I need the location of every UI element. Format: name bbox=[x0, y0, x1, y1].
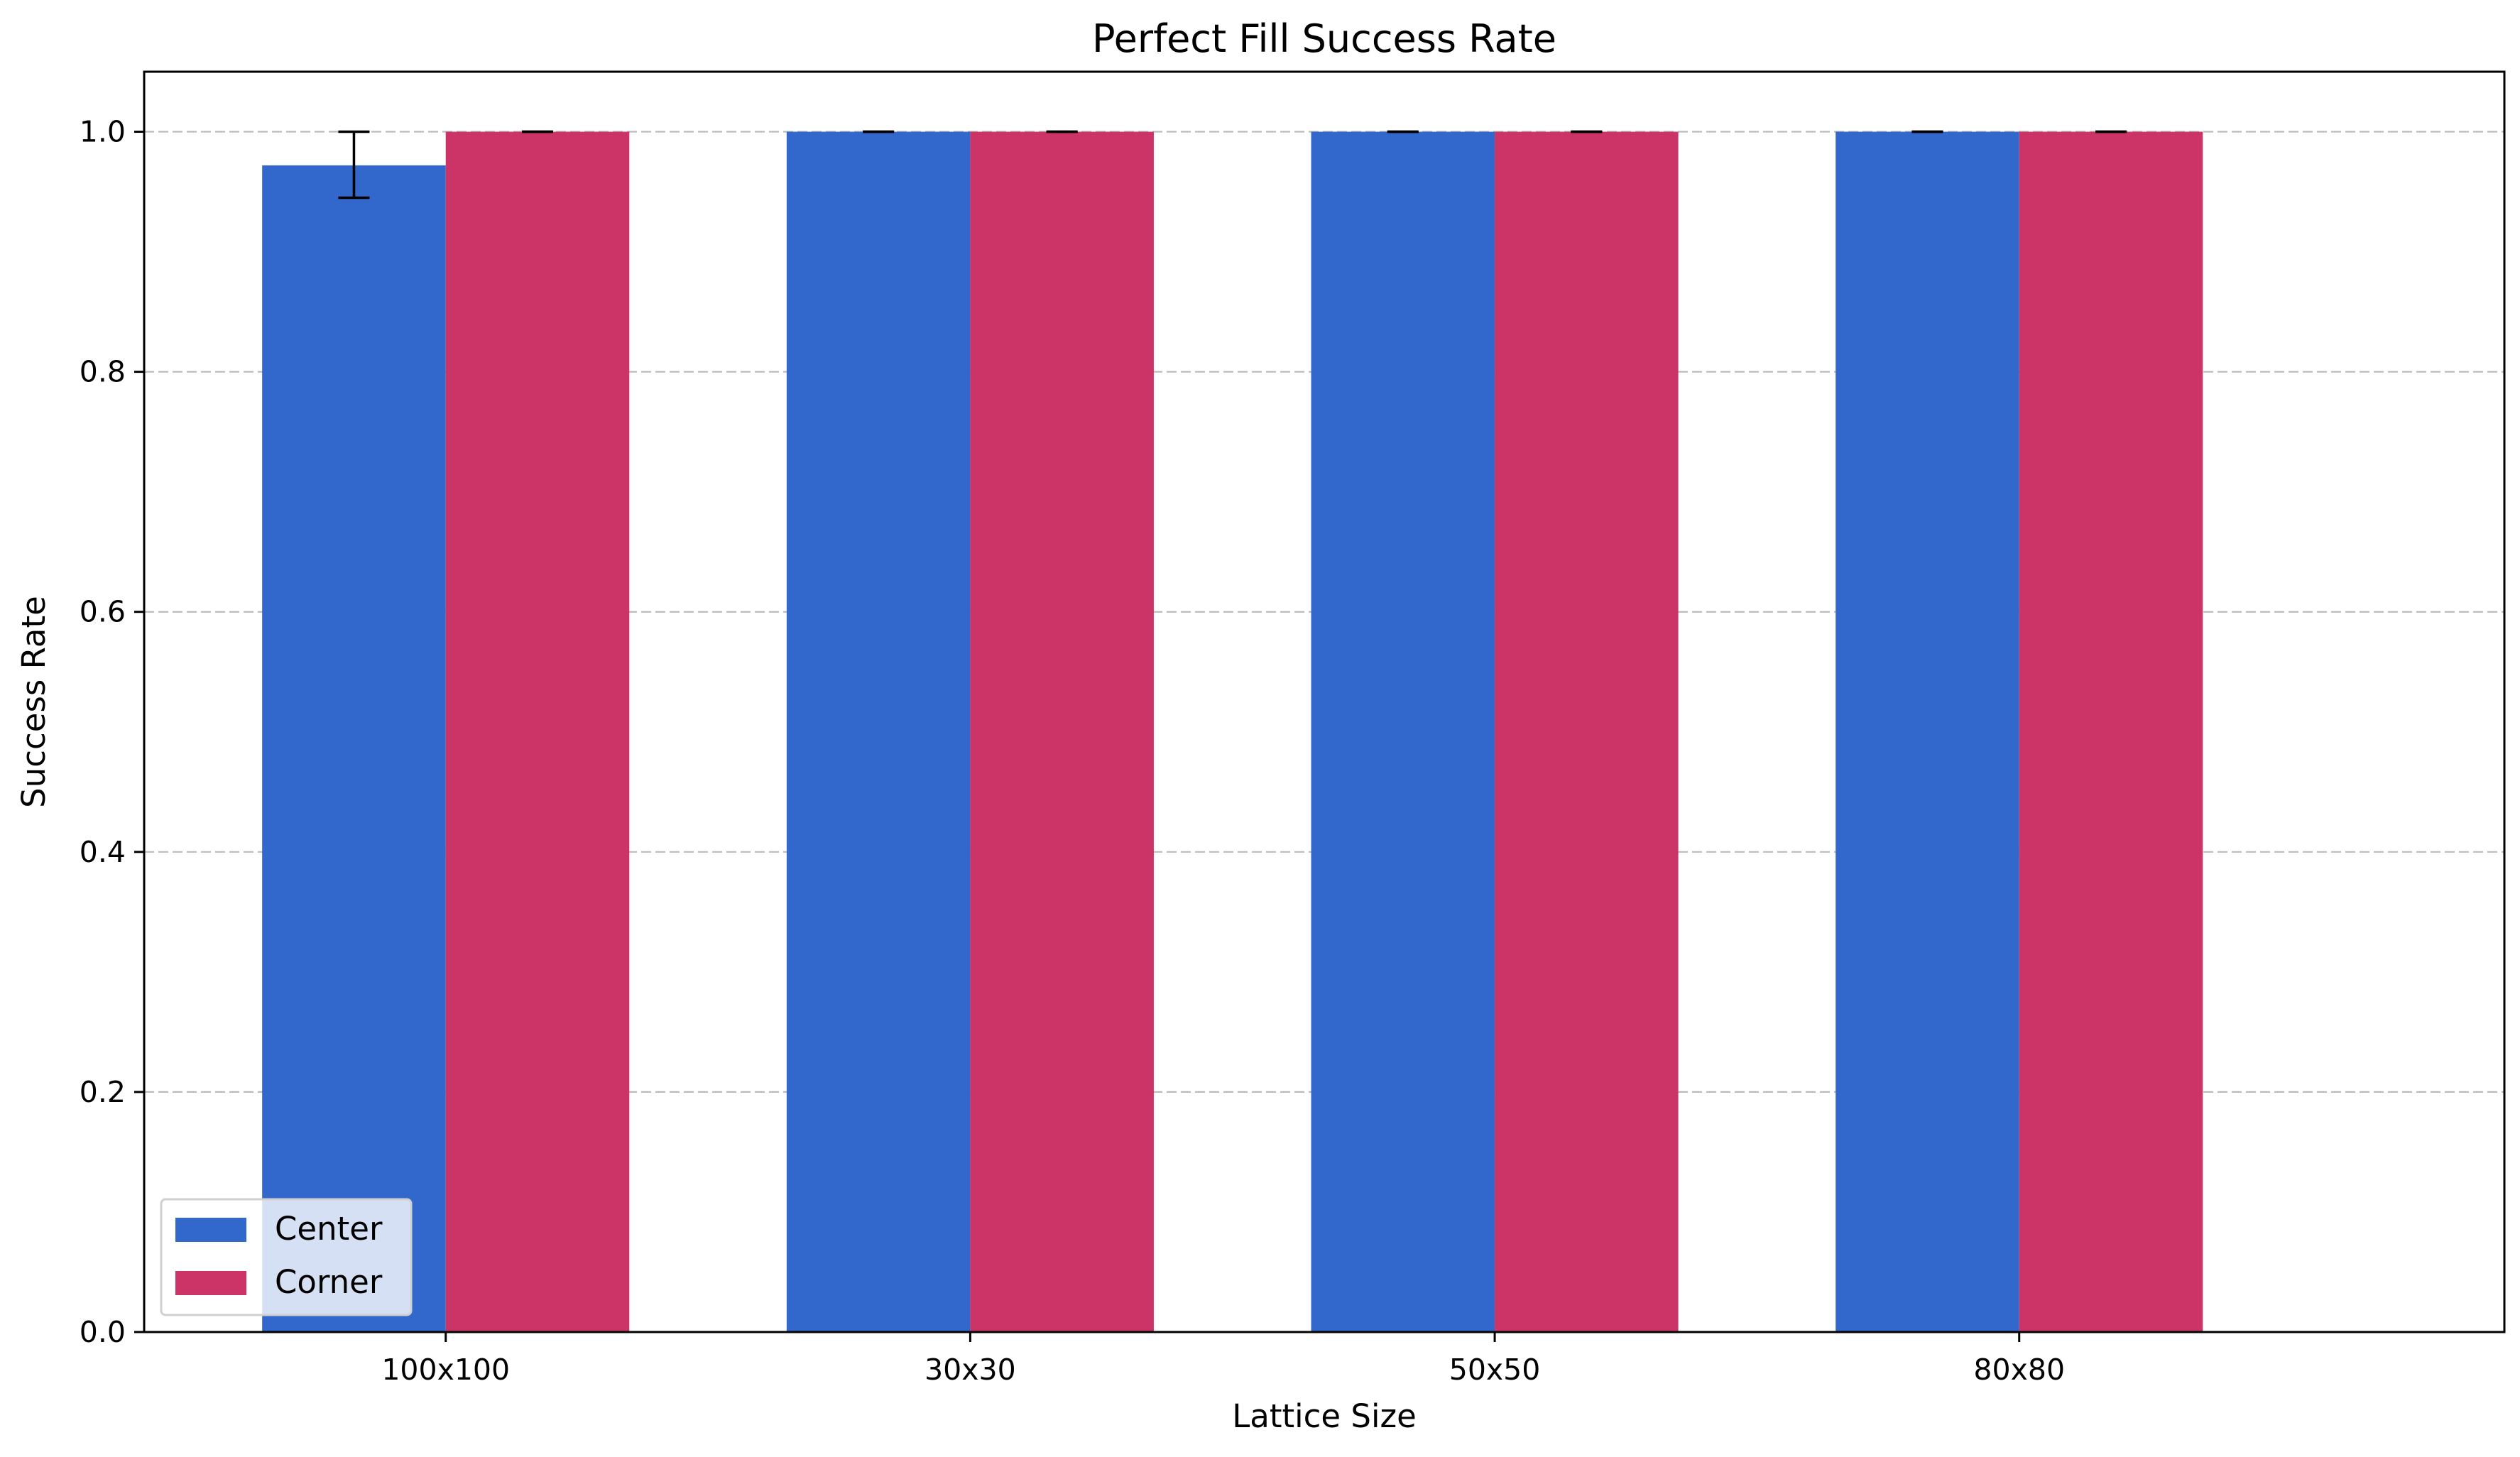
y-tick-label: 0.2 bbox=[80, 1075, 126, 1109]
bar-corner-30x30 bbox=[970, 131, 1154, 1332]
bar-center-80x80 bbox=[1836, 131, 2019, 1332]
bar-center-50x50 bbox=[1311, 131, 1495, 1332]
y-tick-label: 0.6 bbox=[80, 595, 126, 629]
plot-frame bbox=[143, 70, 2506, 1333]
x-tick-label: 30x30 bbox=[924, 1353, 1016, 1387]
x-tick-label: 80x80 bbox=[1973, 1353, 2065, 1387]
y-tick-label: 0.4 bbox=[80, 835, 126, 869]
legend-label-center: Center bbox=[275, 1210, 383, 1248]
y-tick-label: 0.8 bbox=[80, 355, 126, 389]
error-bar-center-100x100 bbox=[338, 130, 370, 200]
chart-title: Perfect Fill Success Rate bbox=[1092, 16, 1556, 61]
bar-center-100x100 bbox=[262, 165, 446, 1332]
y-tick-label: 0.0 bbox=[80, 1315, 126, 1349]
legend-swatch-corner bbox=[175, 1271, 246, 1295]
x-axis-ticks: 100x100 30x30 50x50 80x80 bbox=[381, 1332, 2065, 1387]
y-axis-label: Success Rate bbox=[15, 596, 53, 808]
x-axis-label: Lattice Size bbox=[1232, 1397, 1417, 1435]
bars bbox=[262, 131, 2203, 1332]
bar-corner-50x50 bbox=[1495, 131, 1679, 1332]
legend-label-corner: Corner bbox=[275, 1263, 383, 1301]
legend: Center Corner bbox=[160, 1198, 413, 1316]
bar-corner-80x80 bbox=[2019, 131, 2203, 1332]
x-tick-label: 100x100 bbox=[381, 1353, 510, 1387]
bar-center-30x30 bbox=[786, 131, 971, 1332]
y-tick-label: 1.0 bbox=[80, 115, 126, 149]
y-axis-ticks: 0.0 0.2 0.4 0.6 0.8 1.0 bbox=[80, 115, 144, 1349]
bar-corner-100x100 bbox=[445, 131, 630, 1332]
error-bars bbox=[338, 130, 2127, 200]
x-tick-label: 50x50 bbox=[1449, 1353, 1541, 1387]
legend-swatch-center bbox=[175, 1218, 246, 1242]
